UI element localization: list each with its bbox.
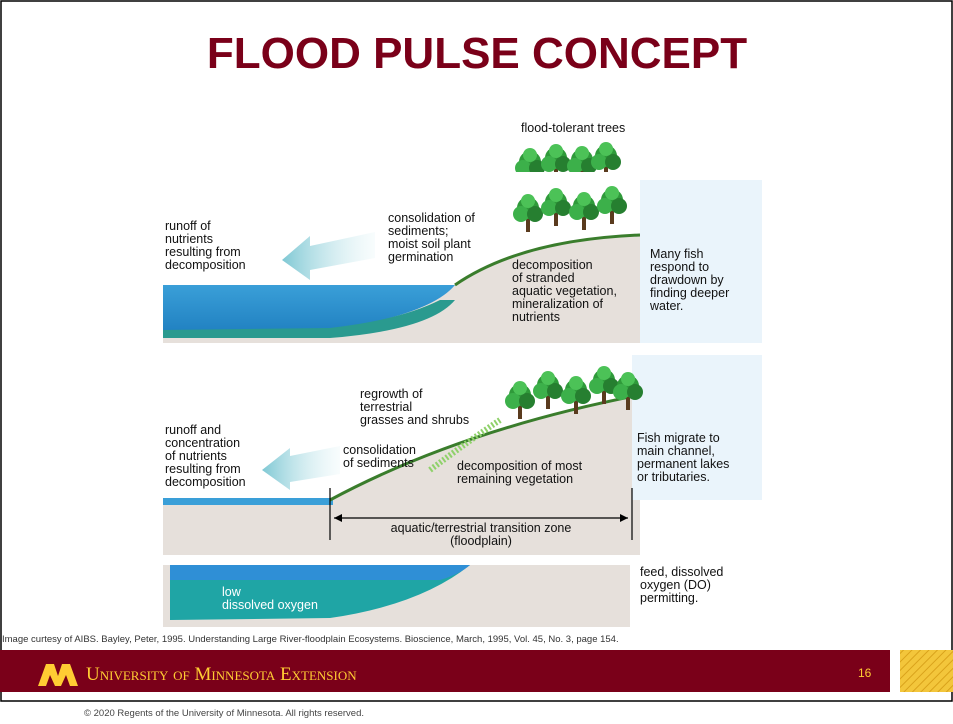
label-line: oxygen (DO) xyxy=(640,578,711,592)
label-line: grasses and shrubs xyxy=(360,413,469,427)
label-line: aquatic/terrestrial transition zone xyxy=(391,521,572,535)
label-line: respond to xyxy=(650,260,709,274)
label-line: decomposition of most xyxy=(457,459,583,473)
label-line: concentration xyxy=(165,436,240,450)
label-line: or tributaries. xyxy=(637,470,710,484)
label-line: sediments; xyxy=(388,224,448,238)
label-line: finding deeper xyxy=(650,286,729,300)
label-line: Fish migrate to xyxy=(637,431,720,445)
label-line: drawdown by xyxy=(650,273,724,287)
label-line: main channel, xyxy=(637,444,715,458)
label-line: decomposition xyxy=(165,475,246,489)
slide: FLOOD PULSE CONCEPT flood-tolerant trees… xyxy=(0,0,953,724)
label-line: (floodplain) xyxy=(450,534,512,548)
label-line: germination xyxy=(388,250,453,264)
label-line: of stranded xyxy=(512,271,575,285)
image-credit: Image curtesy of AIBS. Bayley, Peter, 19… xyxy=(2,634,619,645)
slide-title: FLOOD PULSE CONCEPT xyxy=(207,29,747,78)
label-line: water. xyxy=(649,299,683,313)
label-line: nutrients xyxy=(512,310,560,324)
label-line: aquatic vegetation, xyxy=(512,284,617,298)
footer-brand: University of Minnesota Extension xyxy=(86,664,357,685)
label-line: terrestrial xyxy=(360,400,412,414)
label-line: low xyxy=(222,585,242,599)
label-line: moist soil plant xyxy=(388,237,471,251)
page-number: 16 xyxy=(858,666,872,680)
copyright: © 2020 Regents of the University of Minn… xyxy=(84,708,364,719)
label-line: consolidation of xyxy=(388,211,475,225)
label-line: remaining vegetation xyxy=(457,472,573,486)
diagram-label: flood-tolerant trees xyxy=(521,121,625,135)
label-line: regrowth of xyxy=(360,387,423,401)
label-line: Many fish xyxy=(650,247,704,261)
label-line: runoff and xyxy=(165,423,221,437)
label-line: dissolved oxygen xyxy=(222,598,318,612)
label-line: of nutrients xyxy=(165,449,227,463)
label-line: decomposition xyxy=(512,258,593,272)
label-line: permanent lakes xyxy=(637,457,729,471)
label-line: runoff of xyxy=(165,219,211,233)
label-line: mineralization of xyxy=(512,297,604,311)
label-line: nutrients xyxy=(165,232,213,246)
label-line: of sediments xyxy=(343,456,414,470)
label-line: resulting from xyxy=(165,462,241,476)
accent xyxy=(900,650,953,692)
label-line: decomposition xyxy=(165,258,246,272)
label-line: consolidation xyxy=(343,443,416,457)
label-line: feed, dissolved xyxy=(640,565,723,579)
label-line: permitting. xyxy=(640,591,698,605)
label-line: resulting from xyxy=(165,245,241,259)
